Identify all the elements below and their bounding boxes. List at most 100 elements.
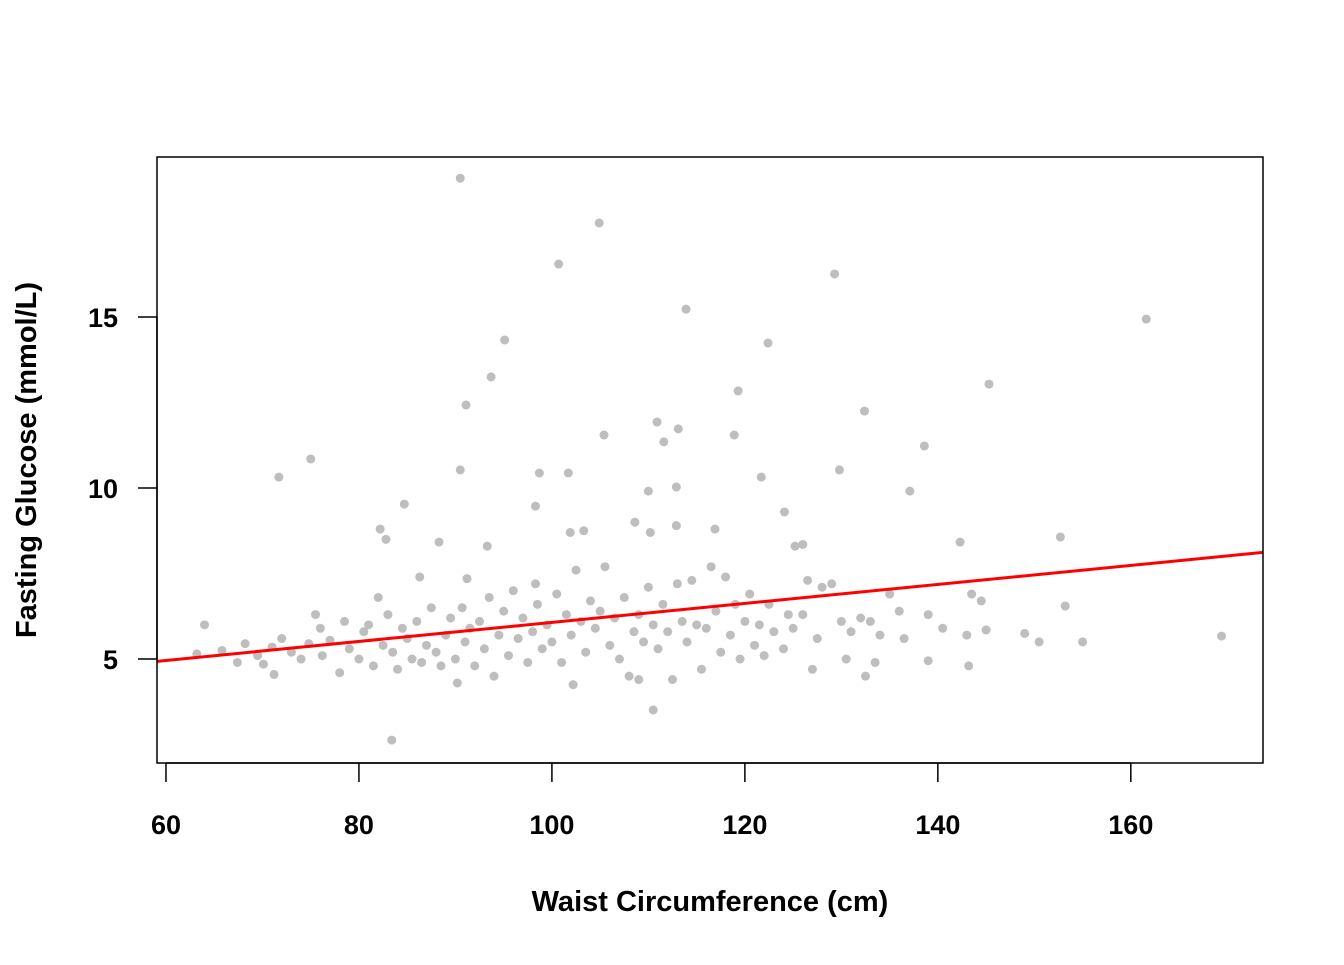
data-point: [446, 613, 456, 623]
data-point: [500, 335, 510, 345]
data-point: [253, 651, 263, 661]
data-point: [659, 437, 669, 447]
data-point: [639, 637, 649, 647]
data-point: [696, 664, 706, 674]
data-point: [817, 582, 827, 592]
data-point: [643, 486, 653, 496]
data-point: [1217, 631, 1227, 641]
x-tick-label: 60: [151, 810, 181, 840]
data-point: [450, 654, 460, 664]
data-point: [779, 507, 789, 517]
x-tick-label: 160: [1108, 810, 1153, 840]
data-point: [1141, 314, 1151, 324]
data-point: [482, 541, 492, 551]
data-point: [846, 627, 856, 637]
data-point: [286, 647, 296, 657]
data-point: [885, 589, 895, 599]
data-point: [745, 589, 755, 599]
data-point: [258, 659, 268, 669]
data-point: [672, 579, 682, 589]
data-point: [735, 654, 745, 664]
data-point: [1055, 532, 1065, 542]
data-point: [600, 562, 610, 572]
data-point: [648, 620, 658, 630]
data-point: [619, 592, 629, 602]
data-point: [532, 599, 542, 609]
data-point: [716, 647, 726, 657]
data-point: [393, 664, 403, 674]
data-point: [388, 647, 398, 657]
data-point: [830, 269, 840, 279]
data-point: [769, 627, 779, 637]
data-point: [790, 541, 800, 551]
data-point: [387, 735, 397, 745]
data-point: [692, 620, 702, 630]
data-point: [421, 640, 431, 650]
data-point: [759, 651, 769, 661]
data-point: [344, 644, 354, 654]
data-point: [269, 669, 279, 679]
data-point: [232, 657, 242, 667]
data-point: [733, 386, 743, 396]
data-point: [399, 499, 409, 509]
x-tick-label: 120: [722, 810, 767, 840]
data-point: [798, 539, 808, 549]
data-point: [629, 627, 639, 637]
data-point: [729, 430, 739, 440]
data-point: [798, 610, 808, 620]
x-axis: 60 80 100 120 140 160: [151, 762, 1153, 840]
data-point: [788, 623, 798, 633]
data-point: [455, 465, 465, 475]
data-point: [841, 654, 851, 664]
data-point: [475, 616, 485, 626]
data-point: [905, 486, 915, 496]
data-point: [860, 406, 870, 416]
data-point: [594, 218, 604, 228]
y-tick-label: 5: [103, 645, 118, 675]
data-point: [836, 616, 846, 626]
data-point: [561, 610, 571, 620]
data-point: [967, 589, 977, 599]
data-point: [335, 668, 345, 678]
data-point: [457, 603, 467, 613]
data-point: [682, 637, 692, 647]
data-point: [499, 606, 509, 616]
data-point: [508, 586, 518, 596]
data-point: [373, 592, 383, 602]
data-point: [306, 454, 316, 464]
data-point: [354, 654, 364, 664]
data-point: [870, 657, 880, 667]
data-point: [725, 630, 735, 640]
y-axis-label: Fasting Glucose (mmol/L): [11, 282, 43, 638]
data-point: [919, 441, 929, 451]
y-tick-label: 15: [88, 303, 118, 333]
data-point: [315, 623, 325, 633]
data-point: [663, 627, 673, 637]
data-point: [534, 468, 544, 478]
data-point: [415, 572, 425, 582]
x-tick-label: 100: [529, 810, 574, 840]
data-point: [554, 259, 564, 269]
data-point: [865, 616, 875, 626]
data-point: [563, 468, 573, 478]
data-point: [571, 565, 581, 575]
y-axis: 5 10 15: [88, 303, 158, 675]
data-point: [740, 616, 750, 626]
data-point: [677, 616, 687, 626]
data-point: [568, 680, 578, 690]
data-point: [368, 661, 378, 671]
data-point: [436, 661, 446, 671]
data-point: [417, 657, 427, 667]
data-point: [754, 620, 764, 630]
plot-frame: [156, 156, 1264, 764]
data-point: [599, 430, 609, 440]
data-point: [528, 627, 538, 637]
data-point: [412, 616, 422, 626]
data-point: [531, 501, 541, 511]
data-point: [605, 640, 615, 650]
data-point: [964, 661, 974, 671]
data-point: [590, 623, 600, 633]
data-point: [460, 637, 470, 647]
data-point: [317, 651, 327, 661]
